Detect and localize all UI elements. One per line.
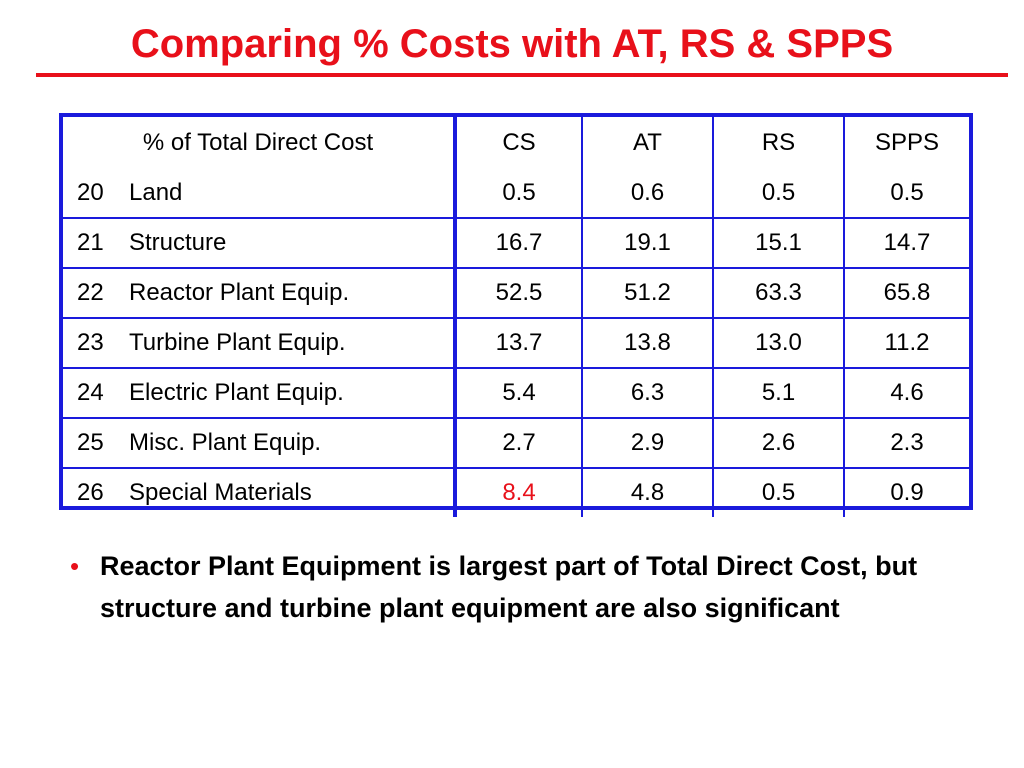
cell-cs: 52.5 [454,268,582,319]
bullet-list: • Reactor Plant Equipment is largest par… [70,545,1000,629]
row-label: 23 Turbine Plant Equip. [63,318,457,369]
cell-cs: 13.7 [454,318,582,369]
cell-spps: 4.6 [843,368,969,419]
cell-spps: 11.2 [843,318,969,369]
row-label: 22 Reactor Plant Equip. [63,268,457,319]
account-name: Misc. Plant Equip. [129,429,322,456]
cell-cs-highlighted: 8.4 [454,468,582,517]
account-name: Electric Plant Equip. [129,379,344,406]
slide-title: Comparing % Costs with AT, RS & SPPS [130,22,894,66]
bullet-marker-icon: • [70,551,80,581]
table-row: 21 Structure 16.7 19.1 15.1 14.7 [63,218,969,269]
cost-table-frame: % of Total Direct Cost CS AT RS SPPS 20 L… [59,113,973,517]
cell-rs: 2.6 [712,418,844,469]
cell-spps: 2.3 [843,418,969,469]
bullet-item: Reactor Plant Equipment is largest part … [100,551,918,623]
header-cs: CS [454,117,582,169]
cell-at: 6.3 [581,368,713,419]
table-row: 24 Electric Plant Equip. 5.4 6.3 5.1 4.6 [63,368,969,419]
cost-table: % of Total Direct Cost CS AT RS SPPS 20 L… [63,117,969,517]
cell-spps: 65.8 [843,268,969,319]
account-name: Land [129,179,183,206]
cell-cs: 5.4 [454,368,582,419]
cell-at: 4.8 [581,468,713,517]
cell-rs: 0.5 [712,468,844,517]
cell-spps: 14.7 [843,218,969,269]
cell-rs: 15.1 [712,218,844,269]
table-header-row: % of Total Direct Cost CS AT RS SPPS [63,117,969,169]
cell-cs: 16.7 [454,218,582,269]
cell-rs: 5.1 [712,368,844,419]
account-code: 22 [77,279,104,306]
table-row: 26 Special Materials 8.4 4.8 0.5 0.9 [63,468,969,517]
cell-rs: 13.0 [712,318,844,369]
cell-spps: 0.5 [843,169,969,219]
header-category: % of Total Direct Cost [63,117,457,169]
header-spps: SPPS [843,117,969,169]
account-code: 24 [77,379,104,406]
cell-cs: 0.5 [454,169,582,219]
account-code: 21 [77,229,104,256]
cell-rs: 0.5 [712,169,844,219]
cell-at: 2.9 [581,418,713,469]
cell-cs: 2.7 [454,418,582,469]
header-at: AT [581,117,713,169]
row-label: 26 Special Materials [63,468,457,517]
row-label: 24 Electric Plant Equip. [63,368,457,419]
account-code: 25 [77,429,104,456]
table-row: 25 Misc. Plant Equip. 2.7 2.9 2.6 2.3 [63,418,969,469]
cell-at: 51.2 [581,268,713,319]
table-row: 23 Turbine Plant Equip. 13.7 13.8 13.0 11… [63,318,969,369]
row-label: 25 Misc. Plant Equip. [63,418,457,469]
row-label: 21 Structure [63,218,457,269]
cell-at: 19.1 [581,218,713,269]
account-code: 23 [77,329,104,356]
account-name: Structure [129,229,227,256]
table-row: 20 Land 0.5 0.6 0.5 0.5 [63,169,969,219]
account-name: Reactor Plant Equip. [129,279,350,306]
account-code: 26 [77,479,104,506]
title-underline [36,73,1008,77]
cell-at: 0.6 [581,169,713,219]
table-row-highlighted: 22 Reactor Plant Equip. 52.5 51.2 63.3 65… [63,268,969,319]
account-name: Special Materials [129,479,312,506]
account-name: Turbine Plant Equip. [129,329,346,356]
row-label: 20 Land [63,169,457,219]
cell-rs: 63.3 [712,268,844,319]
cell-spps: 0.9 [843,468,969,517]
cell-at: 13.8 [581,318,713,369]
header-rs: RS [712,117,844,169]
account-code: 20 [77,179,104,206]
